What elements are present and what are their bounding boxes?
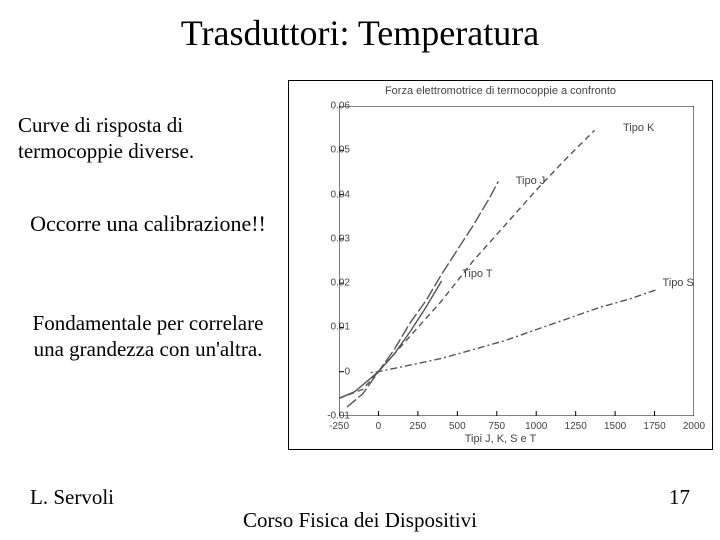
slide-root: Trasduttori: Temperatura Curve di rispos… — [0, 0, 720, 540]
chart-ytick: 0.03 — [310, 233, 350, 244]
chart-xtick: 1750 — [643, 421, 665, 432]
chart-xtick: 1000 — [525, 421, 547, 432]
chart-ytick: 0.01 — [310, 322, 350, 333]
series-label: Tipo K — [623, 122, 654, 134]
chart-svg — [339, 106, 694, 416]
chart-xtick: -250 — [329, 421, 349, 432]
chart-xtick: 500 — [449, 421, 466, 432]
chart-plot-area — [339, 106, 694, 416]
chart-ytick: 0.04 — [310, 189, 350, 200]
chart-xtick: 0 — [376, 421, 382, 432]
series-label: Tipo S — [662, 277, 693, 289]
footer-page: 17 — [669, 485, 690, 510]
chart-ytick: 0.05 — [310, 145, 350, 156]
chart-container: Forza elettromotrice di termocoppie a co… — [288, 80, 713, 450]
chart-xtick: 1250 — [565, 421, 587, 432]
callout-fundamental: Fondamentale per correlare una grandezza… — [18, 310, 278, 363]
footer-author: L. Servoli — [30, 485, 114, 510]
series-label: Tipo T — [462, 268, 493, 280]
chart-title: Forza elettromotrice di termocoppie a co… — [289, 85, 712, 97]
series-label: Tipo J — [516, 175, 546, 187]
slide-subtitle: Curve di risposta di termocoppie diverse… — [18, 112, 278, 165]
chart-ytick: 0.06 — [310, 101, 350, 112]
chart-ytick: 0 — [310, 366, 350, 377]
chart-ytick: 0.02 — [310, 278, 350, 289]
chart-xtick: 250 — [410, 421, 427, 432]
slide-title: Trasduttori: Temperatura — [0, 12, 720, 54]
footer-course: Corso Fisica dei Dispositivi — [200, 509, 520, 532]
callout-calibration: Occorre una calibrazione!! — [18, 210, 278, 238]
chart-xlabel: Tipi J, K, S e T — [289, 433, 712, 445]
chart-xtick: 2000 — [683, 421, 705, 432]
chart-xtick: 750 — [488, 421, 505, 432]
chart-ytick: -0.01 — [310, 411, 350, 422]
chart-xtick: 1500 — [604, 421, 626, 432]
